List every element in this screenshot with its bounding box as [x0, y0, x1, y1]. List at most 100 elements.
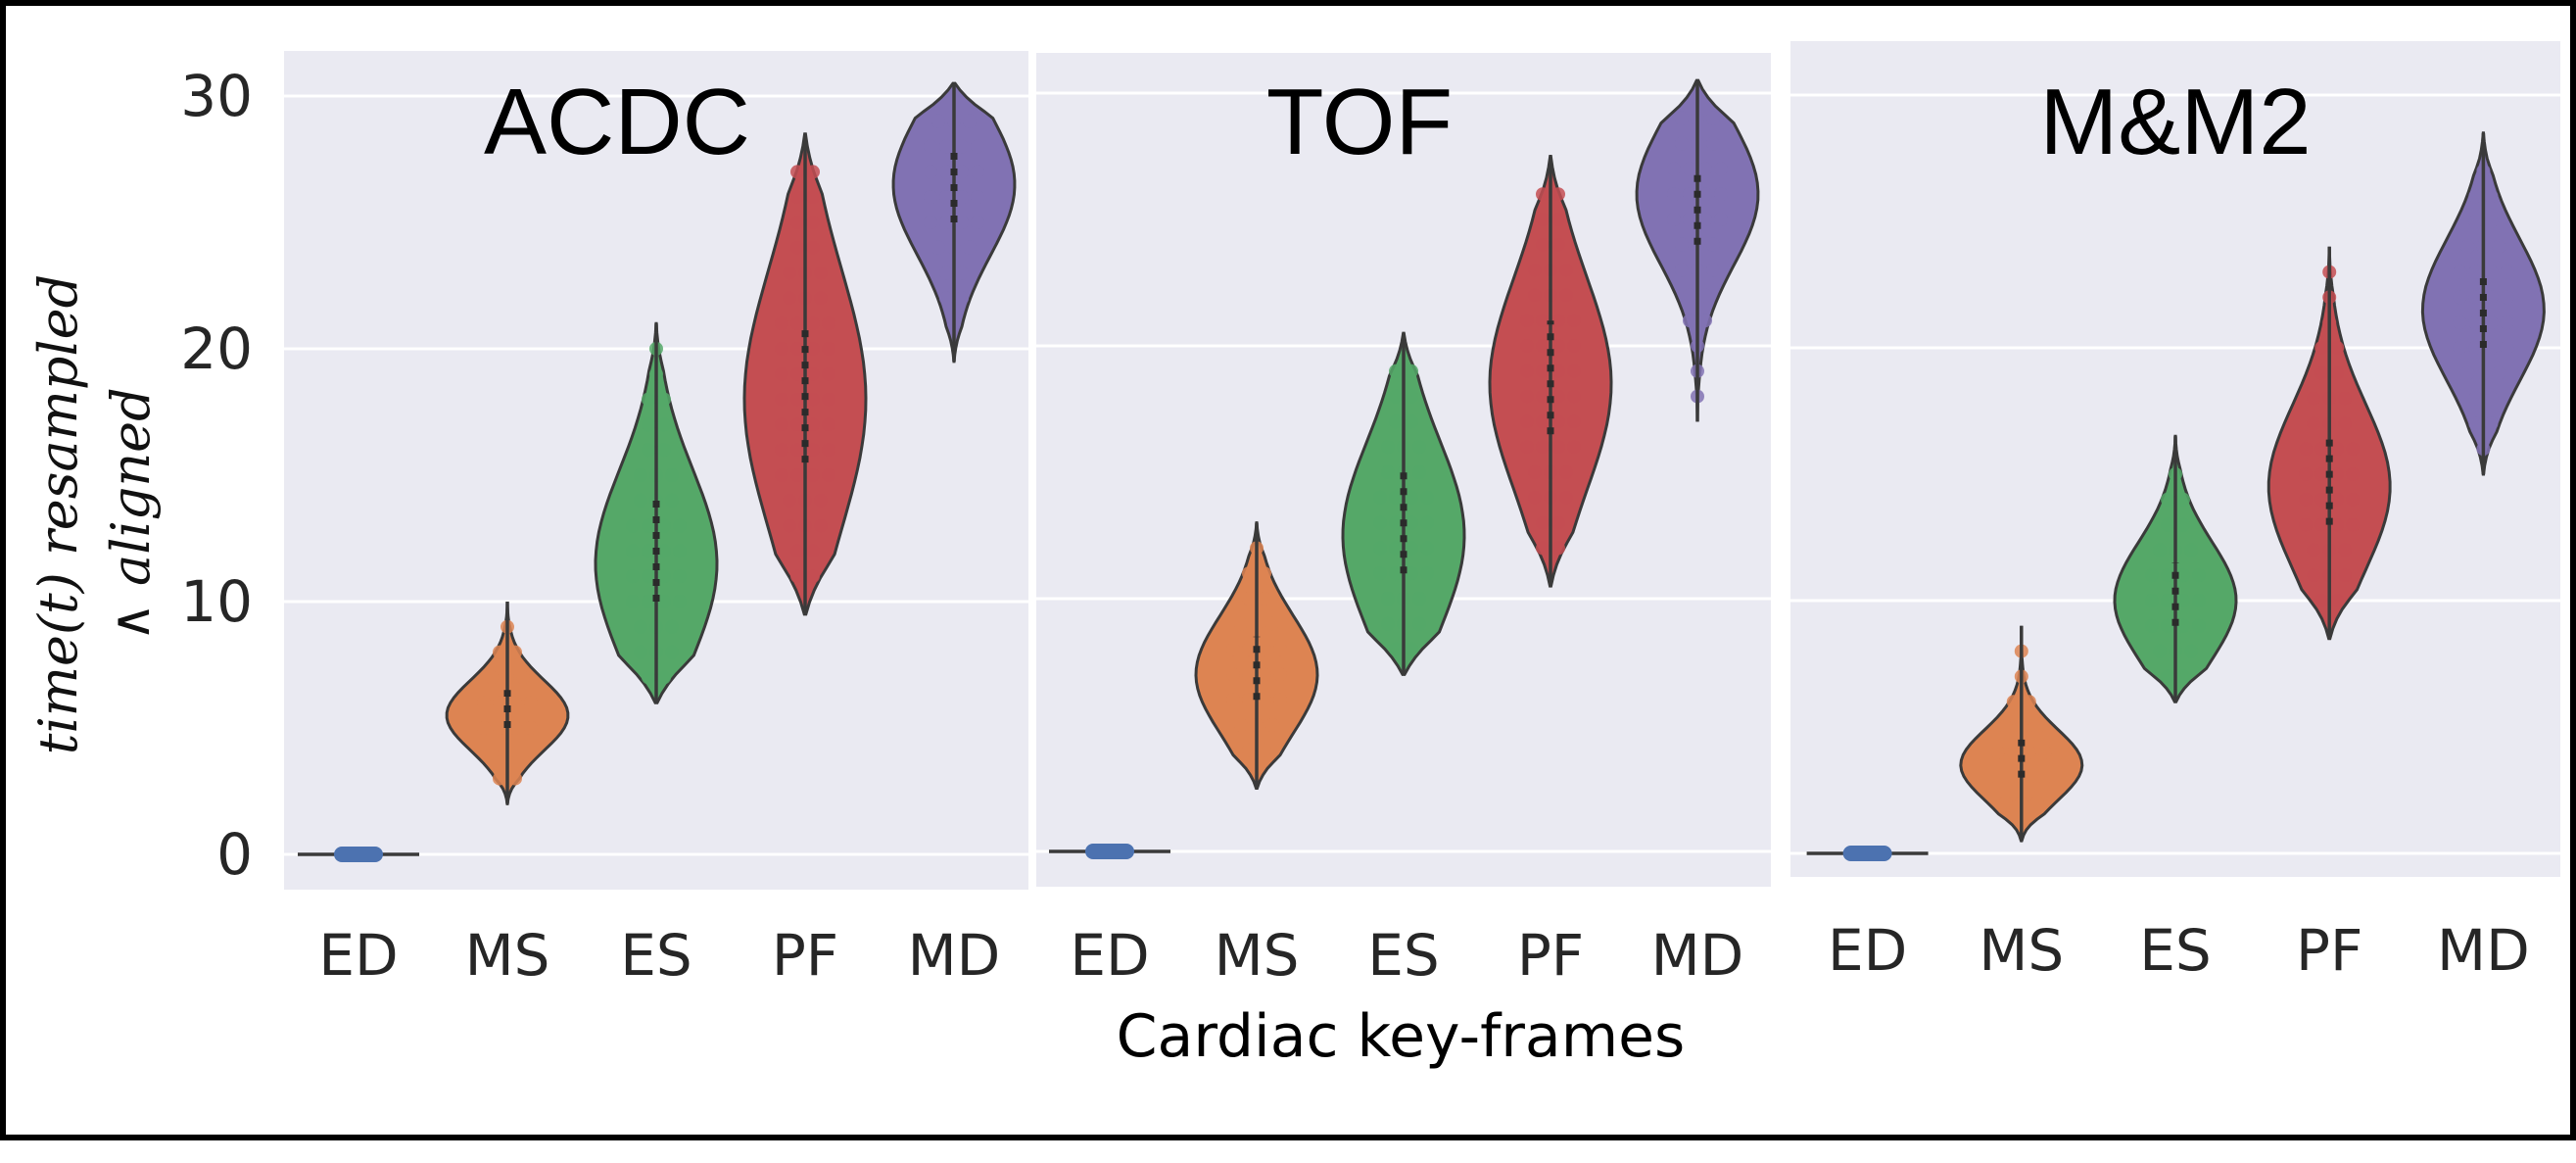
data-point [1273, 667, 1287, 682]
data-point [2314, 492, 2329, 507]
violin-pf [1488, 155, 1613, 588]
data-point [806, 190, 820, 205]
data-point [2453, 290, 2467, 305]
data-point [1551, 213, 1565, 226]
data-point [1567, 363, 1581, 378]
data-point [2029, 796, 2044, 810]
data-point [2299, 492, 2314, 507]
data-point [1234, 616, 1248, 631]
data-points [477, 619, 538, 786]
data-point [1242, 667, 1256, 682]
data-point [1373, 541, 1387, 556]
data-point [2330, 492, 2345, 507]
data-point [775, 366, 788, 381]
data-point [939, 165, 953, 179]
x-tick-label-md: MD [2437, 917, 2530, 984]
data-point [2006, 770, 2021, 785]
data-point [2192, 618, 2206, 633]
point-cluster [334, 847, 383, 862]
data-point [924, 139, 937, 154]
violin-pf [2266, 246, 2392, 641]
data-point [1706, 136, 1720, 151]
violin-ed [1806, 846, 1929, 861]
data-point [2314, 442, 2329, 457]
data-point [822, 316, 835, 331]
data-point [806, 417, 820, 432]
y-tick-label: 20 [180, 315, 253, 382]
data-point [1698, 314, 1712, 328]
violin-es [594, 321, 719, 704]
data-point [1551, 440, 1565, 455]
data-point [2460, 239, 2475, 254]
data-point [1990, 745, 2005, 759]
data-point [806, 468, 820, 482]
violin-md [1635, 78, 1760, 422]
data-point [1528, 490, 1542, 505]
data-points [1520, 187, 1581, 556]
data-point [2145, 568, 2159, 583]
data-point [1226, 693, 1240, 707]
data-point [1528, 288, 1542, 303]
violin-ms [1194, 521, 1319, 790]
data-point [1389, 541, 1403, 556]
data-point [1536, 440, 1550, 455]
panel-1: TOF ED MS ES PF MD [1036, 53, 1771, 989]
data-point [2468, 265, 2483, 279]
data-point [971, 139, 984, 154]
data-point [1412, 616, 1426, 631]
data-point [2468, 315, 2483, 330]
data-point [2338, 391, 2353, 406]
panel-2: M&M2 ED MS ES PF MD [1790, 41, 2560, 984]
data-point [2484, 315, 2499, 330]
data-point [2037, 745, 2052, 759]
data-point [790, 316, 804, 331]
data-point [1559, 263, 1573, 277]
data-point [2022, 770, 2036, 785]
data-point [822, 342, 835, 356]
data-point [2145, 618, 2159, 633]
data-point [806, 240, 820, 255]
data-point [775, 443, 788, 458]
data-point [2022, 745, 2036, 759]
x-tick-label-ms: MS [465, 922, 550, 989]
data-point [963, 114, 977, 128]
data-point [790, 544, 804, 558]
data-point [2468, 341, 2483, 355]
data-point [1273, 693, 1287, 707]
y-tick-label: 30 [180, 63, 253, 129]
data-point [1683, 213, 1696, 226]
data-point [775, 392, 788, 407]
data-point [2161, 568, 2174, 583]
data-point [1420, 515, 1434, 530]
data-point [1234, 718, 1248, 732]
data-point [2500, 265, 2514, 279]
data-points [1373, 363, 1434, 656]
data-point [2006, 695, 2021, 709]
data-point [1683, 187, 1696, 202]
x-tick-label-md: MD [908, 922, 1001, 989]
data-point [1698, 187, 1712, 202]
data-point [485, 670, 499, 685]
data-point [508, 771, 522, 786]
data-point [1381, 616, 1395, 631]
data-point [1551, 363, 1565, 378]
x-tick-label-ms: MS [1979, 917, 2064, 984]
data-point [1998, 720, 2013, 734]
data-point [1551, 237, 1565, 252]
data-point [1389, 490, 1403, 505]
data-point [1567, 414, 1581, 429]
data-point [1551, 414, 1565, 429]
data-point [2468, 215, 2483, 228]
panel-title: M&M2 [2039, 70, 2311, 174]
data-point [642, 392, 655, 407]
data-point [822, 417, 835, 432]
data-point [2022, 695, 2036, 709]
data-point [2176, 517, 2190, 532]
data-point [634, 468, 647, 482]
data-point [806, 316, 820, 331]
data-points [924, 114, 984, 331]
data-point [493, 721, 506, 735]
data-point [814, 266, 828, 280]
data-point [1258, 693, 1271, 707]
data-point [2153, 644, 2167, 658]
